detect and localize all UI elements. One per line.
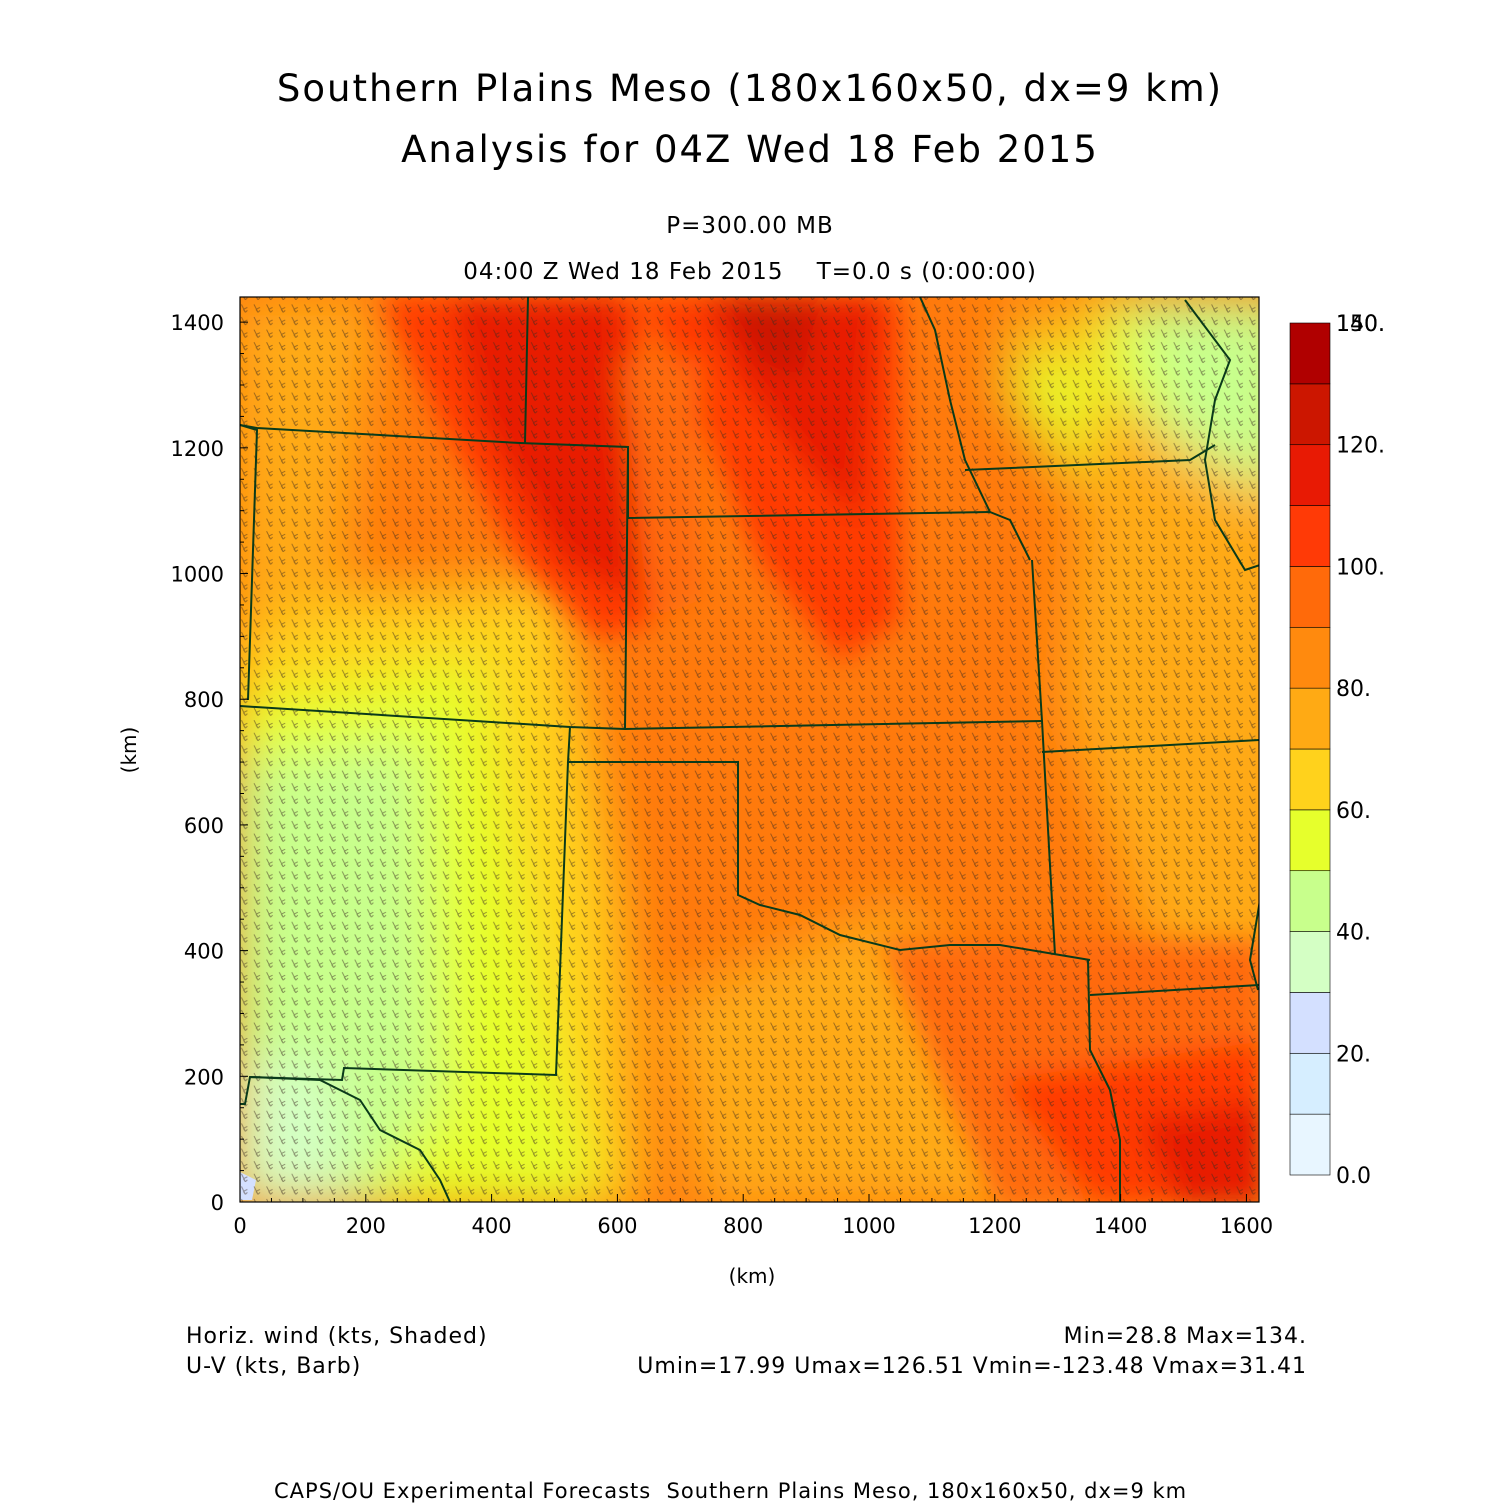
y-axis-label: (km)	[117, 727, 141, 774]
state-boundaries	[240, 297, 1259, 1202]
y-axis: 0 200 400 600 800 1000 1200 1400	[171, 311, 248, 1215]
colorbar-swatch	[1289, 870, 1331, 932]
colorbar-label: 80.	[1336, 677, 1371, 702]
pressure-level-label: P=300.00 MB	[666, 213, 834, 239]
x-tick-label: 1400	[1094, 1214, 1147, 1238]
y-tick-label: 1200	[171, 437, 224, 461]
y-tick-label: 600	[184, 814, 224, 838]
colorbar-swatch	[1289, 566, 1331, 628]
x-tick-label: 600	[597, 1214, 637, 1238]
colorbar-label: 150.	[1336, 312, 1385, 337]
colorbar-swatch	[1289, 383, 1331, 446]
colorbar-swatch	[1289, 505, 1331, 567]
colorbar-swatch	[1289, 809, 1331, 872]
colorbar-swatch	[1289, 931, 1331, 993]
x-axis: 0 200 400 600 800 1000 1200 1400 1600	[233, 1194, 1273, 1238]
colorbar-swatch	[1289, 1113, 1331, 1176]
footer-credit: CAPS/OU Experimental Forecasts Southern …	[274, 1479, 1188, 1503]
y-tick-label: 800	[184, 688, 224, 712]
colorbar-label: 40.	[1336, 921, 1371, 946]
colorbar-label: 60.	[1336, 799, 1371, 824]
colorbar-swatch	[1289, 748, 1331, 811]
x-tick-label: 1600	[1220, 1214, 1273, 1238]
y-tick-label: 200	[184, 1065, 224, 1089]
x-tick-label: 800	[723, 1214, 763, 1238]
y-tick-label: 0	[211, 1191, 224, 1215]
wind-speed-shading	[240, 297, 1259, 1202]
colorbar-swatch	[1289, 992, 1331, 1054]
legend-min-max: Min=28.8 Max=134.	[1063, 1324, 1307, 1349]
y-tick-label: 400	[184, 940, 224, 964]
colorbar-label: 140.	[1336, 312, 1385, 337]
legend-uv-stats: Umin=17.99 Umax=126.51 Vmin=-123.48 Vmax…	[637, 1354, 1307, 1379]
colorbar-label: 20.	[1336, 1042, 1371, 1067]
colorbar-swatch	[1289, 626, 1331, 689]
colorbar-label: 120.	[1336, 434, 1385, 459]
colorbar: 0.0 20. 40. 60. 80. 100. 120. 140.150.	[1289, 312, 1385, 1189]
colorbar-swatch	[1289, 687, 1331, 750]
x-tick-label: 1000	[842, 1214, 895, 1238]
y-tick-label: 1000	[171, 563, 224, 587]
legend-shaded-field: Horiz. wind (kts, Shaded)	[186, 1324, 488, 1349]
valid-time-label: 04:00 Z Wed 18 Feb 2015 T=0.0 s (0:00:00…	[463, 259, 1037, 285]
x-tick-label: 200	[346, 1214, 386, 1238]
legend-barb-field: U-V (kts, Barb)	[186, 1354, 362, 1379]
colorbar-label: 0.0	[1336, 1164, 1371, 1189]
x-axis-label: (km)	[729, 1264, 776, 1288]
colorbar-swatch	[1289, 444, 1331, 506]
map-title-line1: Southern Plains Meso (180x160x50, dx=9 k…	[276, 67, 1224, 110]
x-tick-label: 400	[472, 1214, 512, 1238]
map-title-line2: Analysis for 04Z Wed 18 Feb 2015	[401, 128, 1099, 171]
colorbar-label: 100.	[1336, 555, 1385, 580]
x-tick-label: 0	[233, 1214, 246, 1238]
y-tick-label: 1400	[171, 311, 224, 335]
colorbar-swatch	[1289, 322, 1331, 385]
colorbar-swatch	[1289, 1052, 1331, 1115]
x-tick-label: 1200	[968, 1214, 1021, 1238]
